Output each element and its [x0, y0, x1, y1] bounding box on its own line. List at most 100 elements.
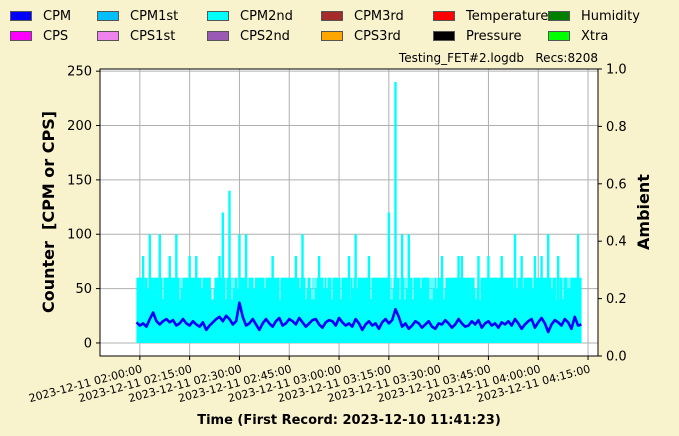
y-tick-label: 200	[67, 119, 92, 134]
legend-label: CPM2nd	[240, 8, 293, 24]
series-cpm2nd-spike	[556, 255, 560, 343]
legend-swatch	[548, 31, 570, 41]
series-cpm2nd-spike	[576, 234, 580, 343]
y-right-tick-label: 0.8	[606, 120, 627, 135]
legend-label: CPM3rd	[354, 8, 404, 24]
series-cpm2nd-spike	[218, 255, 221, 343]
y-right-tick-label: 0.4	[606, 235, 627, 250]
legend-swatch	[97, 11, 119, 21]
legend-swatch	[433, 11, 455, 21]
series-cpm2nd-spike	[424, 277, 427, 343]
series-cpm2nd-spike	[547, 234, 550, 343]
plot-frame	[99, 68, 599, 357]
series-cpm2nd-spike	[244, 234, 248, 343]
y-tick-label: 100	[67, 228, 92, 243]
series-cpm2nd-spike	[301, 234, 304, 343]
legend-item-cpm1st: CPM1st	[97, 7, 178, 25]
series-cpm2nd-spike	[527, 277, 530, 343]
legend-swatch	[433, 31, 455, 41]
series-cpm2nd-spike	[284, 277, 288, 343]
series-cpm2nd-spike	[377, 277, 381, 343]
legend-swatch	[321, 31, 343, 41]
series-cpm2nd-spike	[500, 255, 503, 343]
series-cpm2nd-spike	[563, 277, 566, 343]
series-cpm2nd-spike	[354, 234, 357, 343]
series-cpm2nd-spike	[271, 255, 274, 343]
series-cpm2nd-spike	[520, 255, 523, 343]
legend-swatch	[10, 11, 32, 21]
file-info: Testing_FET#2.logdb Recs:8208	[398, 51, 598, 65]
legend-label: CPS2nd	[240, 28, 290, 44]
series-cpm2nd-spike	[148, 234, 151, 343]
series-cpm2nd-spike	[540, 255, 543, 343]
y-right-tick-label: 0.0	[606, 350, 627, 365]
legend-item-xtra: Xtra	[548, 27, 608, 45]
y-right-tick-label: 0.6	[606, 177, 627, 192]
legend-item-cps3rd: CPS3rd	[321, 27, 401, 45]
y-tick-label: 50	[75, 282, 92, 297]
y-tick-label: 250	[67, 65, 92, 80]
series-cpm2nd-spike	[394, 82, 397, 343]
series-cpm2nd-spike	[440, 255, 444, 343]
series-cpm2nd-spike	[188, 255, 191, 343]
series-cpm2nd-spike	[175, 234, 178, 343]
series-cpm2nd-spike	[400, 234, 404, 343]
series-cpm2nd-spike	[367, 255, 371, 343]
series-cpm2nd-spike	[570, 277, 573, 343]
legend-swatch	[97, 31, 119, 41]
legend-item-cpm2nd: CPM2nd	[207, 7, 293, 25]
legend-item-pressure: Pressure	[433, 27, 522, 45]
series-cpm2nd-spike	[493, 277, 497, 343]
legend-swatch	[321, 11, 343, 21]
series-cpm2nd-spike	[457, 255, 460, 343]
series-cpm2nd-spike	[533, 255, 537, 343]
series-cpm2nd-spike	[513, 234, 517, 343]
legend-label: CPS1st	[130, 28, 176, 44]
legend-label: Pressure	[466, 28, 522, 44]
legend-label: Temperature	[466, 8, 549, 24]
y-tick-label: 0	[84, 336, 92, 351]
legend-swatch	[10, 31, 32, 41]
legend-item-humidity: Humidity	[548, 7, 640, 25]
series-cpm2nd-spike	[294, 255, 298, 343]
series-cpm2nd-spike	[347, 255, 351, 343]
series-cpm2nd-spike	[228, 190, 231, 343]
y-axis-right: 0.0 0.2 0.4 0.6 0.8 1.0	[598, 63, 627, 365]
legend-label: CPS	[43, 28, 69, 44]
series-cpm2nd-spike	[487, 255, 490, 343]
legend-label: Humidity	[581, 8, 640, 24]
legend: CPM CPM1st CPM2nd CPM3rd Temperature Humidity…	[0, 0, 679, 48]
series-cpm2nd-spike	[158, 234, 161, 343]
legend-swatch	[548, 11, 570, 21]
legend-item-cps: CPS	[10, 27, 68, 45]
y-right-tick-label: 1.0	[606, 63, 627, 78]
y-tick-label: 150	[67, 173, 92, 188]
legend-label: Xtra	[581, 28, 609, 44]
series-cpm2nd-spike	[460, 255, 464, 343]
series-cpm2nd-spike	[221, 212, 225, 343]
series-cpm2nd-spike	[334, 277, 337, 343]
series-cpm2nd-spike	[238, 234, 241, 343]
y-right-tick-label: 0.2	[606, 292, 627, 307]
series-cpm2nd-spike	[254, 277, 258, 343]
series-layer	[135, 82, 582, 343]
legend-label: CPM	[43, 8, 72, 24]
series-cpm2nd-spike	[477, 255, 480, 343]
series-group	[135, 82, 582, 343]
legend-item-cps1st: CPS1st	[97, 27, 175, 45]
series-cpm2nd-spike	[407, 234, 410, 343]
series-cpm2nd-spike	[470, 277, 474, 343]
series-cpm-line	[135, 301, 582, 334]
legend-item-cpm: CPM	[10, 7, 71, 25]
legend-item-cps2nd: CPS2nd	[207, 27, 290, 45]
series-cpm2nd-spike	[317, 255, 321, 343]
legend-label: CPM1st	[130, 8, 179, 24]
legend-swatch	[207, 31, 229, 41]
legend-item-temperature: Temperature	[433, 7, 548, 25]
y-axis-title: Counter [CPM or CPS]	[39, 111, 58, 313]
y-axis-right-title: Ambient	[634, 174, 653, 250]
series-cpm2nd-spike	[195, 255, 198, 343]
series-cpm2nd-spike	[387, 212, 391, 343]
